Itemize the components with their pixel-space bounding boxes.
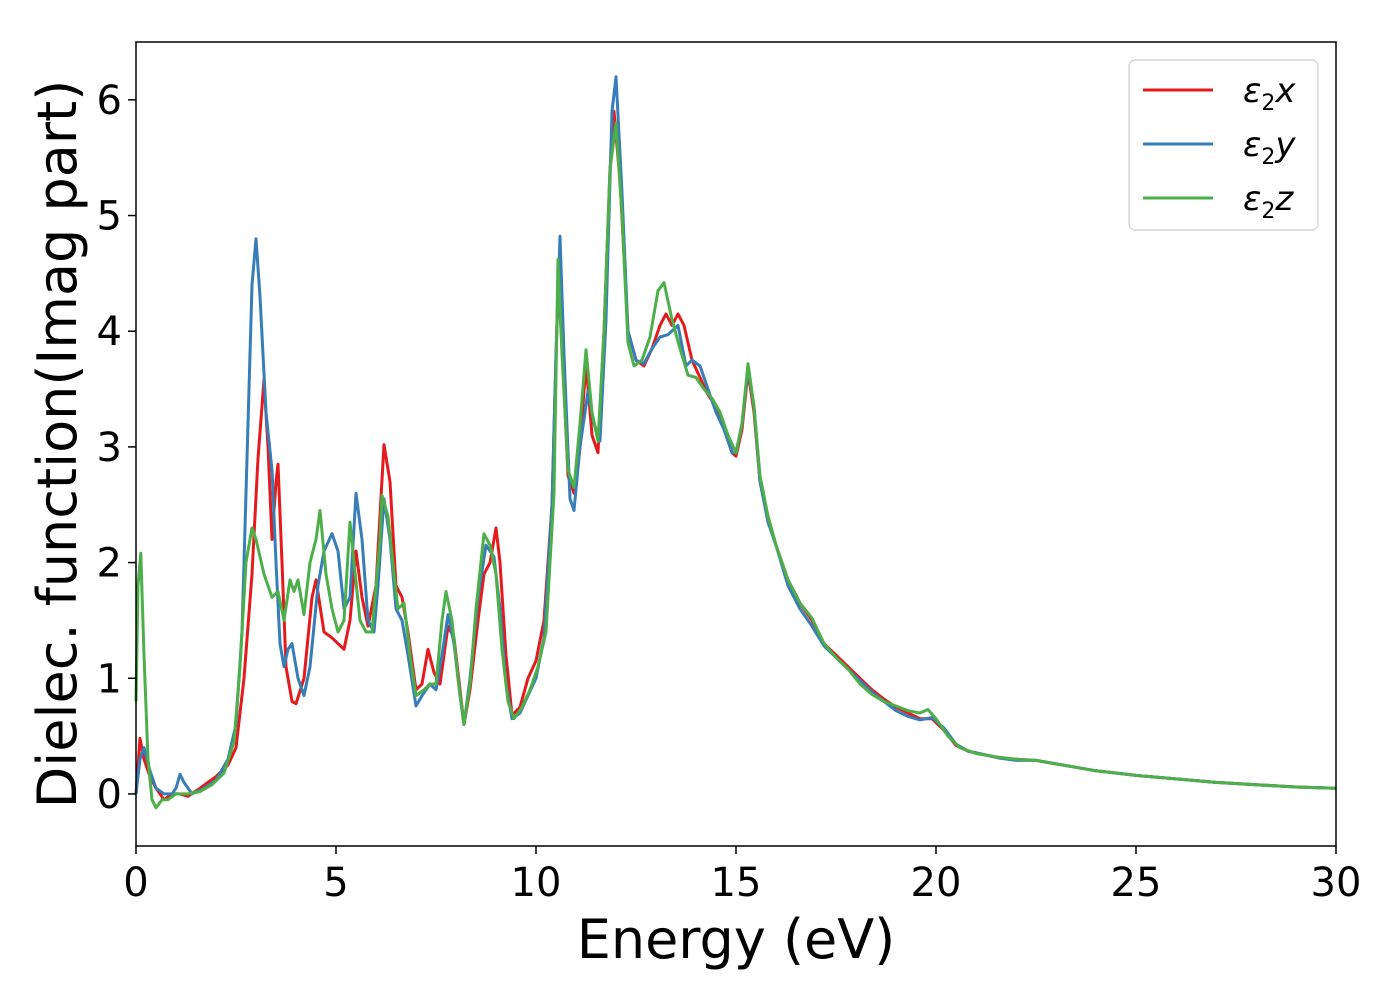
legend-box xyxy=(1128,59,1319,231)
series-layer xyxy=(134,75,1337,810)
series-line-z xyxy=(134,121,1337,810)
y-tick-label: 5 xyxy=(97,194,122,240)
x-tick-label: 10 xyxy=(511,860,562,906)
x-tick-label: 5 xyxy=(323,860,348,906)
legend-label-x: ε2x xyxy=(1243,71,1296,116)
legend: ε2x ε2y ε2z xyxy=(1128,59,1319,231)
y-tick-label: 6 xyxy=(97,78,122,124)
x-tick-label: 25 xyxy=(1111,860,1162,906)
x-tick-label: 30 xyxy=(1311,860,1362,906)
y-tick-label: 2 xyxy=(97,541,122,587)
x-axis-ticks: 0 5 10 15 20 25 30 xyxy=(123,846,1361,906)
x-tick-label: 20 xyxy=(911,860,962,906)
legend-label-y: ε2y xyxy=(1243,125,1296,170)
y-tick-label: 0 xyxy=(97,772,122,818)
x-tick-label: 0 xyxy=(123,860,148,906)
y-axis-label: Dielec. function(Imag part) xyxy=(26,80,89,809)
y-tick-label: 3 xyxy=(97,425,122,471)
x-axis-label: Energy (eV) xyxy=(577,908,896,971)
y-tick-label: 1 xyxy=(97,656,122,702)
y-axis-ticks: 0 1 2 3 4 5 6 xyxy=(97,78,136,818)
x-tick-label: 15 xyxy=(711,860,762,906)
y-tick-label: 4 xyxy=(97,309,122,355)
legend-label-z: ε2z xyxy=(1243,179,1294,224)
